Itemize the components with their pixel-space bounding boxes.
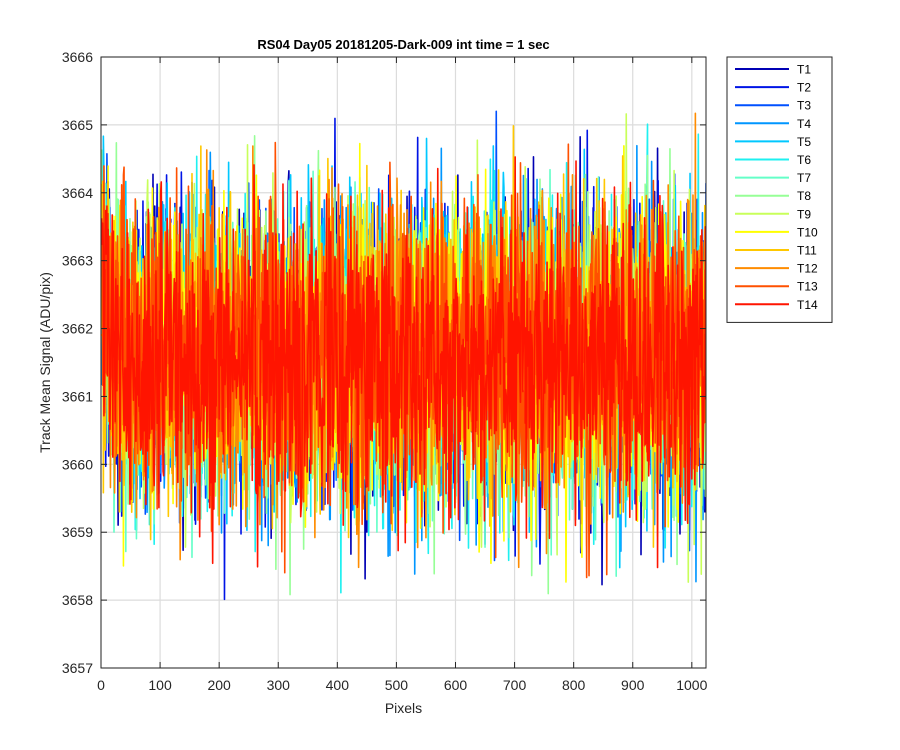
y-tick-label: 3663: [62, 253, 93, 269]
x-tick-label: 400: [326, 677, 350, 693]
legend-label: T7: [797, 171, 811, 185]
x-tick-label: 600: [444, 677, 468, 693]
legend-item-t3[interactable]: T3: [735, 99, 811, 113]
legend-label: T13: [797, 280, 818, 294]
x-tick-label: 200: [207, 677, 231, 693]
legend-label: T9: [797, 207, 811, 221]
x-tick-label: 700: [503, 677, 527, 693]
legend-item-t1[interactable]: T1: [735, 63, 811, 77]
x-tick-label: 0: [97, 677, 105, 693]
legend-item-t12[interactable]: T12: [735, 262, 818, 276]
legend-item-t8[interactable]: T8: [735, 189, 811, 203]
legend-label: T8: [797, 189, 811, 203]
y-tick-label: 3661: [62, 388, 93, 404]
legend-label: T3: [797, 99, 811, 113]
x-tick-label: 100: [148, 677, 172, 693]
legend-label: T4: [797, 117, 811, 131]
legend-label: T12: [797, 262, 818, 276]
y-tick-label: 3657: [62, 660, 93, 676]
legend-item-t9[interactable]: T9: [735, 207, 811, 221]
legend-item-t14[interactable]: T14: [735, 298, 818, 312]
axis-ticks: 0 100 200 300 400 500 600 700 800 900 1000 3657 3658…: [62, 49, 708, 693]
x-tick-label: 800: [562, 677, 586, 693]
y-axis-label: Track Mean Signal (ADU/pix): [37, 272, 53, 453]
y-tick-label: 3666: [62, 49, 93, 65]
y-tick-label: 3659: [62, 524, 93, 540]
x-axis-label: Pixels: [385, 700, 422, 716]
legend-item-t11[interactable]: T11: [735, 244, 817, 258]
y-tick-label: 3660: [62, 456, 93, 472]
y-tick-label: 3664: [62, 185, 93, 201]
legend-item-t10[interactable]: T10: [735, 225, 818, 239]
x-tick-label: 1000: [676, 677, 707, 693]
plot-frame: [100, 56, 707, 669]
legend-label: T14: [797, 298, 818, 312]
chart-title: RS04 Day05 20181205-Dark-009 int time = …: [257, 37, 549, 52]
legend[interactable]: T1 T2 T3 T4 T5 T6 T7 T8 T9 T10 T11 T12 T13 T14: [726, 56, 833, 323]
y-tick-label: 3658: [62, 592, 93, 608]
x-tick-label: 900: [621, 677, 645, 693]
legend-item-t4[interactable]: T4: [735, 117, 811, 131]
series-layer: [101, 110, 706, 601]
legend-item-t5[interactable]: T5: [735, 135, 811, 149]
legend-item-t7[interactable]: T7: [735, 171, 811, 185]
y-tick-label: 3662: [62, 321, 93, 337]
legend-label: T11: [797, 244, 817, 258]
legend-item-t2[interactable]: T2: [735, 81, 811, 95]
legend-box: [726, 56, 833, 323]
legend-label: T10: [797, 225, 818, 239]
series-line-t13: [101, 141, 706, 579]
legend-item-t13[interactable]: T13: [735, 280, 818, 294]
legend-label: T2: [797, 81, 811, 95]
legend-label: T6: [797, 153, 811, 167]
x-tick-label: 500: [385, 677, 409, 693]
legend-label: T5: [797, 135, 811, 149]
y-tick-label: 3665: [62, 117, 93, 133]
legend-item-t6[interactable]: T6: [735, 153, 811, 167]
series-line-t14: [101, 156, 706, 569]
x-tick-label: 300: [267, 677, 291, 693]
legend-label: T1: [797, 63, 811, 77]
